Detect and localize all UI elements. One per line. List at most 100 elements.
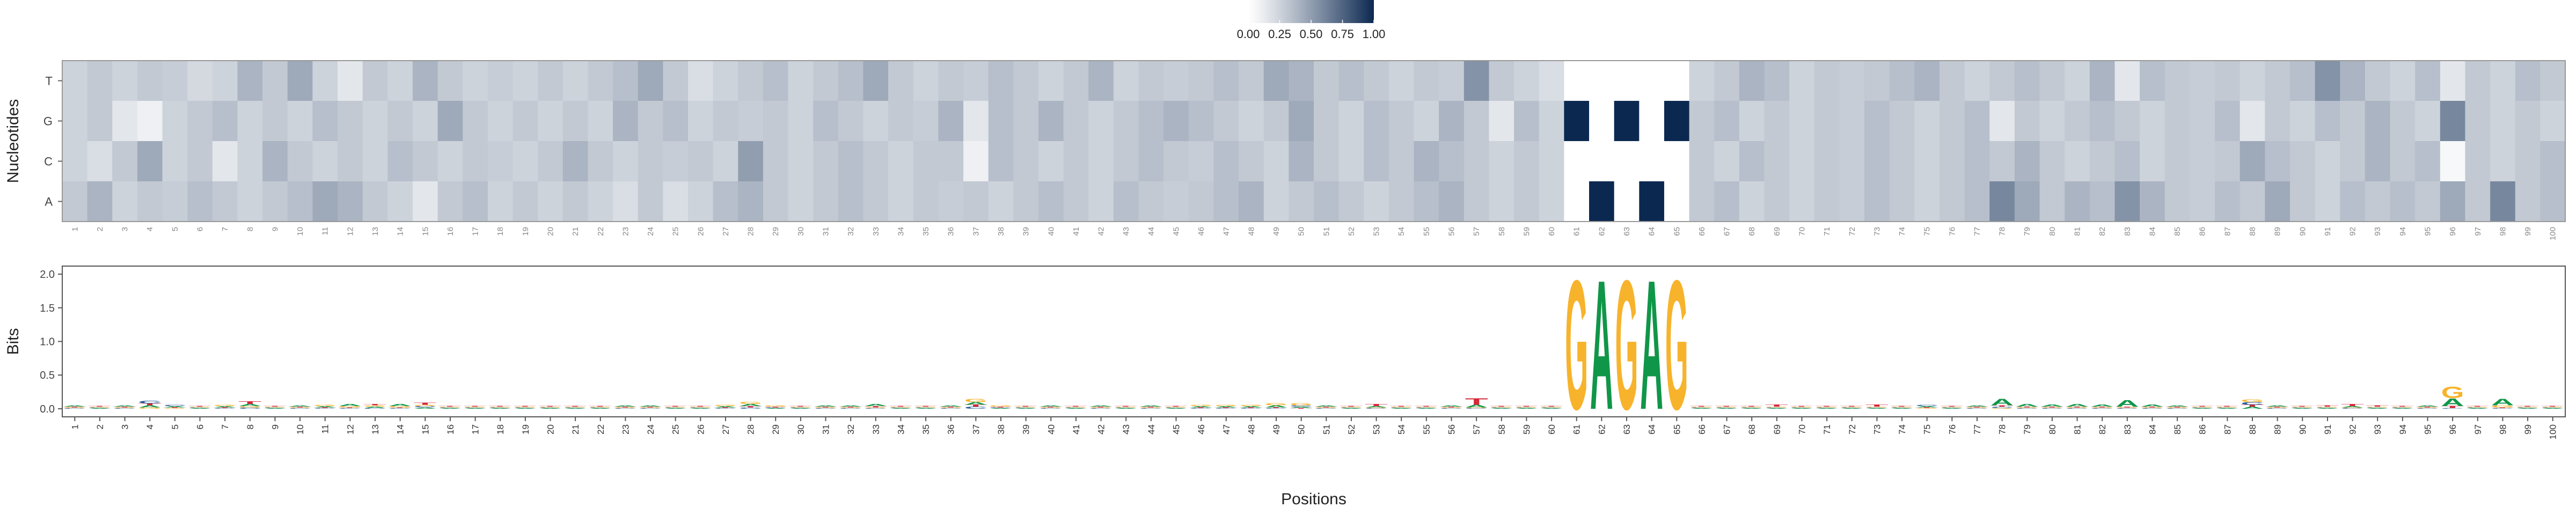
x-tick-label: 49 <box>1272 227 1281 236</box>
heat-cell <box>162 141 188 182</box>
logo-letter: T <box>1966 407 2009 408</box>
x-tick-label: 25 <box>671 227 680 236</box>
heat-cell <box>2164 101 2190 142</box>
heat-cell <box>663 181 689 222</box>
x-tick-label: 58 <box>1497 227 1506 236</box>
logo-letter: T <box>514 406 557 407</box>
x-tick-label: 51 <box>1321 424 1331 435</box>
logo-letter: G <box>2241 399 2264 403</box>
logo-letter: G <box>2166 408 2200 409</box>
x-tick-label: 18 <box>496 227 505 236</box>
heat-cell <box>2440 101 2465 142</box>
logo-letter: A <box>2441 396 2464 409</box>
x-tick-label: 94 <box>2398 424 2408 435</box>
logo-letter: G <box>589 407 623 408</box>
x-tick-label: 40 <box>1046 424 1056 435</box>
logo-letter: A <box>163 406 191 408</box>
logo-letter: G <box>389 406 414 408</box>
logo-letter: T <box>1715 406 1759 407</box>
logo-letter: A <box>1915 406 1943 408</box>
heat-cell <box>1589 61 1615 101</box>
logo-letter: A <box>339 404 363 407</box>
heat-cell <box>1739 101 1765 142</box>
logo-letter: T <box>2141 407 2184 408</box>
heat-cell <box>2540 61 2566 101</box>
heat-cell <box>1689 101 1715 142</box>
logo-letter: A <box>2040 404 2065 408</box>
heat-cell <box>1314 181 1340 222</box>
logo-letter: C <box>1089 408 1126 409</box>
heat-cell <box>1013 101 1039 142</box>
logo-letter: A <box>138 405 163 408</box>
x-tick-label: 16 <box>446 227 455 236</box>
x-tick-label: 19 <box>521 227 530 236</box>
heat-cell <box>1964 181 1990 222</box>
heat-cell <box>137 61 163 101</box>
logo-letter: T <box>639 407 683 408</box>
logo-letter: T <box>1089 407 1133 408</box>
logo-letter: G <box>313 404 339 407</box>
heat-cell <box>938 181 964 222</box>
heat-cell <box>338 141 363 182</box>
x-tick-label: 81 <box>2073 424 2083 435</box>
heat-cell <box>2114 101 2140 142</box>
logo-letter: G <box>489 407 523 408</box>
logo-letter: C <box>1115 408 1152 409</box>
heat-cell <box>1289 61 1314 101</box>
logo-letter: T <box>2466 406 2509 407</box>
heat-cell <box>387 141 413 182</box>
x-tick-label: 48 <box>1246 424 1256 435</box>
heat-cell <box>562 141 588 182</box>
logo-letter: G <box>914 407 949 408</box>
heat-cell <box>562 181 588 222</box>
x-tick-label: 97 <box>2473 227 2483 236</box>
x-tick-label: 10 <box>295 424 305 435</box>
logo-letter: G <box>514 407 548 408</box>
heat-cell <box>2114 181 2140 222</box>
heat-cell <box>963 181 989 222</box>
heat-cell <box>2065 181 2090 222</box>
logo-letter: T <box>1440 407 1483 408</box>
logo-letter: G <box>2516 407 2551 408</box>
heat-cell <box>2140 61 2165 101</box>
heat-cell <box>62 141 88 182</box>
logo-letter: C <box>138 401 162 404</box>
heat-cell <box>938 61 964 101</box>
x-tick-label: 24 <box>646 227 655 236</box>
x-tick-label: 78 <box>1997 424 2008 435</box>
heat-cell <box>988 181 1014 222</box>
heat-cell <box>287 101 313 142</box>
logo-letter: T <box>1690 406 1733 407</box>
x-tick-label: 91 <box>2323 227 2332 236</box>
x-tick-label: 77 <box>1972 424 1982 435</box>
logo-letter: C <box>264 408 301 409</box>
heat-cell <box>1564 141 1590 182</box>
logo-letter: C <box>814 408 851 409</box>
heat-cell <box>1213 101 1239 142</box>
logo-letter: G <box>163 408 197 409</box>
heat-cell <box>1188 181 1214 222</box>
x-tick-label: 60 <box>1547 424 1557 435</box>
logo-letter: G <box>614 408 648 409</box>
heat-cell <box>2240 181 2265 222</box>
heat-cell <box>1388 141 1415 182</box>
logo-letter: C <box>564 408 601 409</box>
logo-letter: A <box>2391 408 2428 409</box>
heat-cell <box>1163 181 1189 222</box>
x-tick-label: 75 <box>1923 227 1932 236</box>
heat-cell <box>212 141 238 182</box>
logo-letter: C <box>1265 408 1302 409</box>
logo-letter: A <box>889 408 926 409</box>
logo-letter: C <box>1941 408 1978 409</box>
logo-letter: G <box>2191 407 2225 408</box>
logo-letter: C <box>1064 408 1101 409</box>
logo-letter: C <box>2066 408 2103 409</box>
logo-letter: T <box>2516 406 2560 407</box>
logo-letter: A <box>2291 408 2328 409</box>
heat-cell <box>738 101 764 142</box>
logo-letter: T <box>1214 408 1258 409</box>
logo-letter: T <box>789 406 832 407</box>
x-tick-label: 44 <box>1146 424 1157 435</box>
panel-border <box>62 60 2566 222</box>
